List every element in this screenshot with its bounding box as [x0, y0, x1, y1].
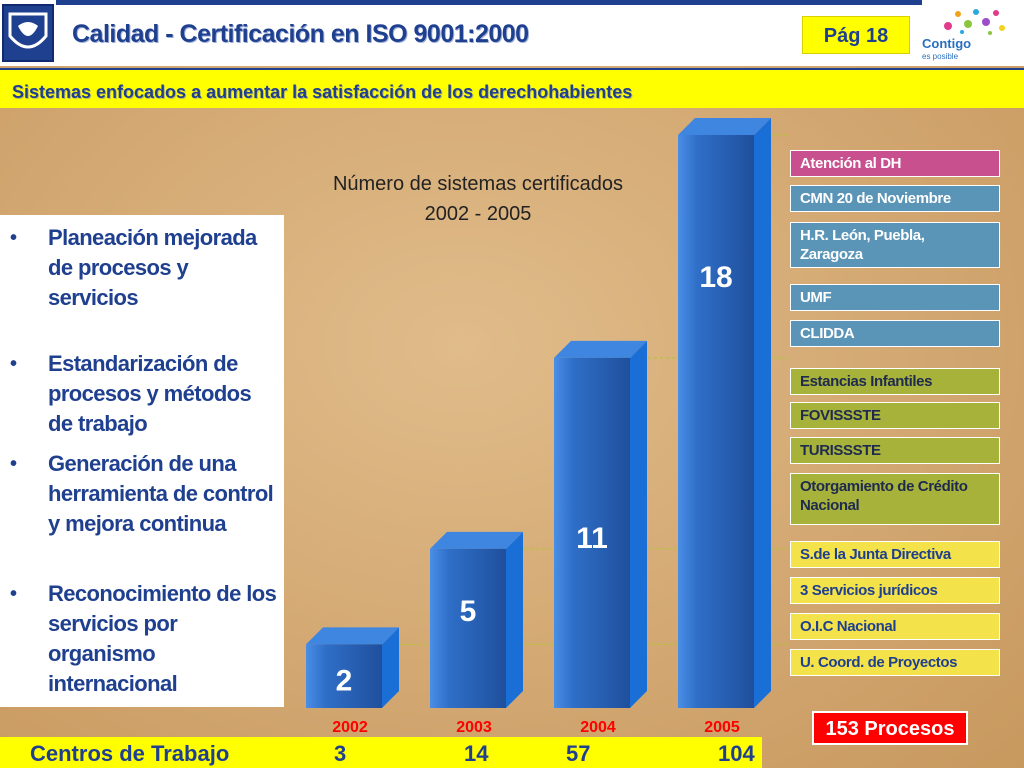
- bullet-dot-icon: •: [10, 227, 17, 249]
- chart-subtitle: 2002 - 2005: [424, 203, 532, 225]
- legend-item: TURISSSTE: [790, 437, 1000, 464]
- bullet-text: Planeación mejorada de procesos y servic…: [48, 225, 257, 310]
- legend-item: S.de la Junta Directiva: [790, 541, 1000, 568]
- workplaces-value: 3: [334, 741, 347, 766]
- chart-title: Número de sistemas certificados: [332, 173, 624, 195]
- bullet-text: Estandarización de procesos y métodos de…: [48, 351, 252, 436]
- workplaces-value: 57: [566, 741, 591, 766]
- legend-item: 3 Servicios jurídicos: [790, 577, 1000, 604]
- workplaces-value: 14: [464, 741, 489, 766]
- bar: [430, 548, 506, 708]
- legend-item: Otorgamiento de Crédito Nacional: [790, 473, 1000, 525]
- page-title: Calidad - Certificación en ISO 9001:2000: [72, 20, 529, 48]
- bullet-dot-icon: •: [10, 583, 17, 605]
- bar: [306, 644, 382, 708]
- bar-value-label: 11: [576, 522, 608, 555]
- workplaces-label: Centros de Trabajo: [30, 741, 230, 766]
- x-tick-label: 2003: [456, 719, 492, 736]
- bar-top: [554, 340, 647, 358]
- bullet-dot-icon: •: [10, 353, 17, 375]
- bar-top: [430, 531, 523, 549]
- legend-item: CMN 20 de Noviembre: [790, 185, 1000, 212]
- total-badge: 153 Procesos: [812, 711, 968, 745]
- confetti-logo-icon: [944, 9, 1005, 35]
- logo-subtext: es posible: [922, 52, 959, 61]
- x-tick-label: 2005: [704, 719, 740, 736]
- legend-item: Estancias Infantiles: [790, 368, 1000, 395]
- header-rule: [56, 0, 922, 5]
- header: Calidad - Certificación en ISO 9001:2000…: [0, 0, 1024, 66]
- bullet-dot-icon: •: [10, 453, 17, 475]
- page-badge: Pág 18: [802, 16, 910, 54]
- legend-item: U. Coord. de Proyectos: [790, 649, 1000, 676]
- page-number: Pág 18: [823, 25, 889, 47]
- bullet-text: Generación de una herramienta de control…: [48, 451, 274, 536]
- bullet-item: • Estandarización de procesos y métodos …: [10, 349, 280, 439]
- logo-text: Contigo: [922, 36, 972, 51]
- bar-side: [382, 627, 399, 708]
- x-tick-label: 2002: [332, 719, 368, 736]
- bar-side: [506, 531, 523, 708]
- legend-item: O.I.C Nacional: [790, 613, 1000, 640]
- workplaces-band: Centros de Trabajo 3 14 57 104: [0, 737, 762, 768]
- legend-item: UMF: [790, 284, 1000, 311]
- legend-item: H.R. León, Puebla, Zaragoza: [790, 222, 1000, 268]
- bar-top: [678, 118, 771, 135]
- bullet-text: Reconocimiento de los servicios por orga…: [48, 581, 277, 696]
- legend-item: Atención al DH: [790, 150, 1000, 177]
- subtitle-band: Sistemas enfocados a aumentar la satisfa…: [0, 68, 1024, 108]
- bullet-item: • Reconocimiento de los servicios por or…: [10, 579, 280, 699]
- slide-subtitle: Sistemas enfocados a aumentar la satisfa…: [12, 82, 633, 102]
- bullet-item: • Planeación mejorada de procesos y serv…: [10, 223, 280, 313]
- legend-item: CLIDDA: [790, 320, 1000, 347]
- issste-logo-icon: [2, 4, 54, 62]
- bar-side: [754, 118, 771, 708]
- total-text: 153 Procesos: [825, 718, 955, 740]
- bar-top: [306, 627, 399, 645]
- bar-value-label: 5: [460, 595, 477, 628]
- contigo-logo: Contigo es posible: [922, 0, 1024, 64]
- bar: [554, 357, 630, 708]
- bullet-list: • Planeación mejorada de procesos y serv…: [0, 215, 284, 707]
- bullet-item: • Generación de una herramienta de contr…: [10, 449, 280, 539]
- bar-side: [630, 340, 647, 708]
- workplaces-value: 104: [718, 741, 755, 766]
- bar-value-label: 2: [336, 664, 353, 697]
- x-tick-label: 2004: [580, 719, 616, 736]
- bar-value-label: 18: [699, 261, 732, 294]
- bar: [678, 135, 754, 708]
- legend-item: FOVISSSTE: [790, 402, 1000, 429]
